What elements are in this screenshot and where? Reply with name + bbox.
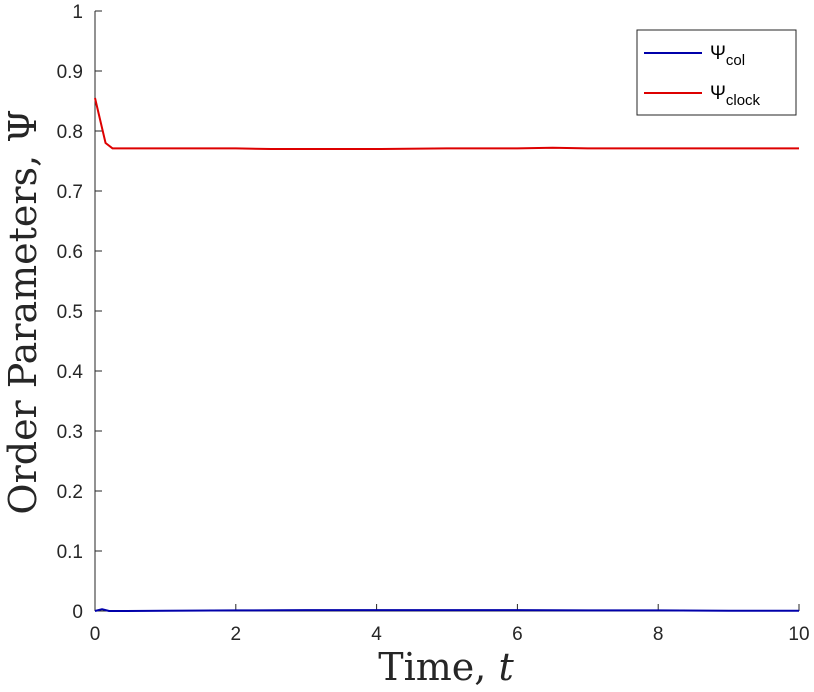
series-line-clock (94, 97, 799, 150)
x-tick-label: 2 (231, 624, 242, 645)
y-tick-label: 0.5 (57, 302, 83, 323)
x-axis-title-var: t (498, 645, 514, 689)
y-tick-label: 0.1 (57, 542, 83, 563)
legend: Ψcol Ψclock (636, 29, 797, 116)
legend-label-col: Ψcol (710, 43, 745, 69)
y-tick-label: 0.8 (57, 122, 83, 143)
x-tick-label: 0 (90, 624, 101, 645)
y-tick-label: 0.7 (57, 182, 83, 203)
y-tick-label: 0.9 (57, 62, 83, 83)
legend-label-clock-sub: clock (726, 92, 761, 109)
y-tick-label: 0.3 (57, 422, 83, 443)
legend-label-clock-name: Ψ (710, 83, 726, 104)
legend-label-col-sub: col (726, 52, 745, 69)
legend-label-col-name: Ψ (710, 43, 726, 64)
y-tick-label: 0.4 (57, 362, 84, 383)
x-axis-title-text: Time, (378, 645, 498, 689)
x-tick-label: 10 (788, 624, 809, 645)
x-tick-label: 6 (512, 624, 523, 645)
y-tick-label: 0 (72, 602, 83, 623)
y-tick-label: 1 (72, 2, 83, 23)
series-line-col (94, 608, 799, 612)
ticks: 0 2 4 6 8 10 0 0.1 0.2 0.3 0.4 0.5 0.6 0.7 0.8 0.9 1 (57, 2, 810, 645)
y-axis-title: Order Parameters, Ψ (1, 109, 45, 514)
y-tick-label: 0.6 (57, 242, 83, 263)
legend-label-clock: Ψclock (710, 83, 761, 109)
y-tick-label: 0.2 (57, 482, 83, 503)
x-axis-title: Time, t (378, 645, 514, 689)
series-layer (94, 97, 799, 612)
legend-box (636, 29, 797, 116)
x-tick-label: 8 (653, 624, 664, 645)
x-tick-label: 4 (371, 624, 382, 645)
